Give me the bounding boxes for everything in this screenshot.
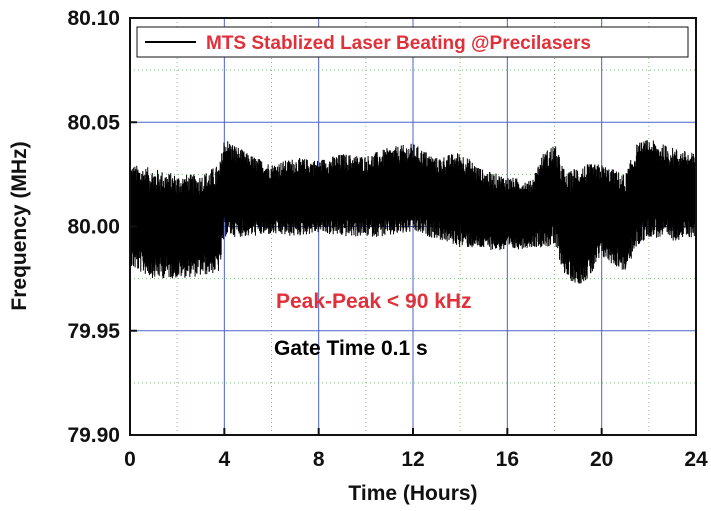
x-tick-label: 12	[401, 448, 424, 471]
annotation-gate-time: Gate Time 0.1 s	[274, 337, 428, 360]
x-tick-label: 4	[218, 448, 230, 471]
y-tick-labels: 79.90 79.95 80.00 80.05 80.10	[67, 7, 120, 447]
axis-ticks	[129, 17, 697, 436]
x-tick-label: 24	[684, 448, 708, 471]
x-tick-label: 8	[313, 448, 325, 471]
y-tick-label: 79.95	[67, 320, 120, 343]
x-axis-label: Time (Hours)	[348, 482, 477, 505]
legend-series-name: MTS Stablized Laser Beating @Precilasers	[206, 33, 591, 54]
x-tick-label: 20	[590, 448, 613, 471]
y-tick-label: 80.10	[67, 7, 120, 30]
x-tick-labels: 0 4 8 12 16 20 24	[124, 448, 708, 471]
series-trace	[129, 140, 697, 284]
annotation-peak-peak: Peak-Peak < 90 kHz	[276, 290, 472, 313]
y-tick-label: 80.00	[67, 216, 120, 239]
y-tick-label: 79.90	[67, 424, 120, 447]
legend-box	[136, 26, 689, 58]
x-tick-label: 16	[496, 448, 519, 471]
y-tick-label: 80.05	[67, 111, 120, 134]
legend: MTS Stablized Laser Beating @Precilasers	[136, 26, 689, 58]
series-line	[129, 140, 697, 284]
y-axis-label: Frequency (MHz)	[8, 141, 31, 310]
x-tick-label: 0	[124, 448, 136, 471]
